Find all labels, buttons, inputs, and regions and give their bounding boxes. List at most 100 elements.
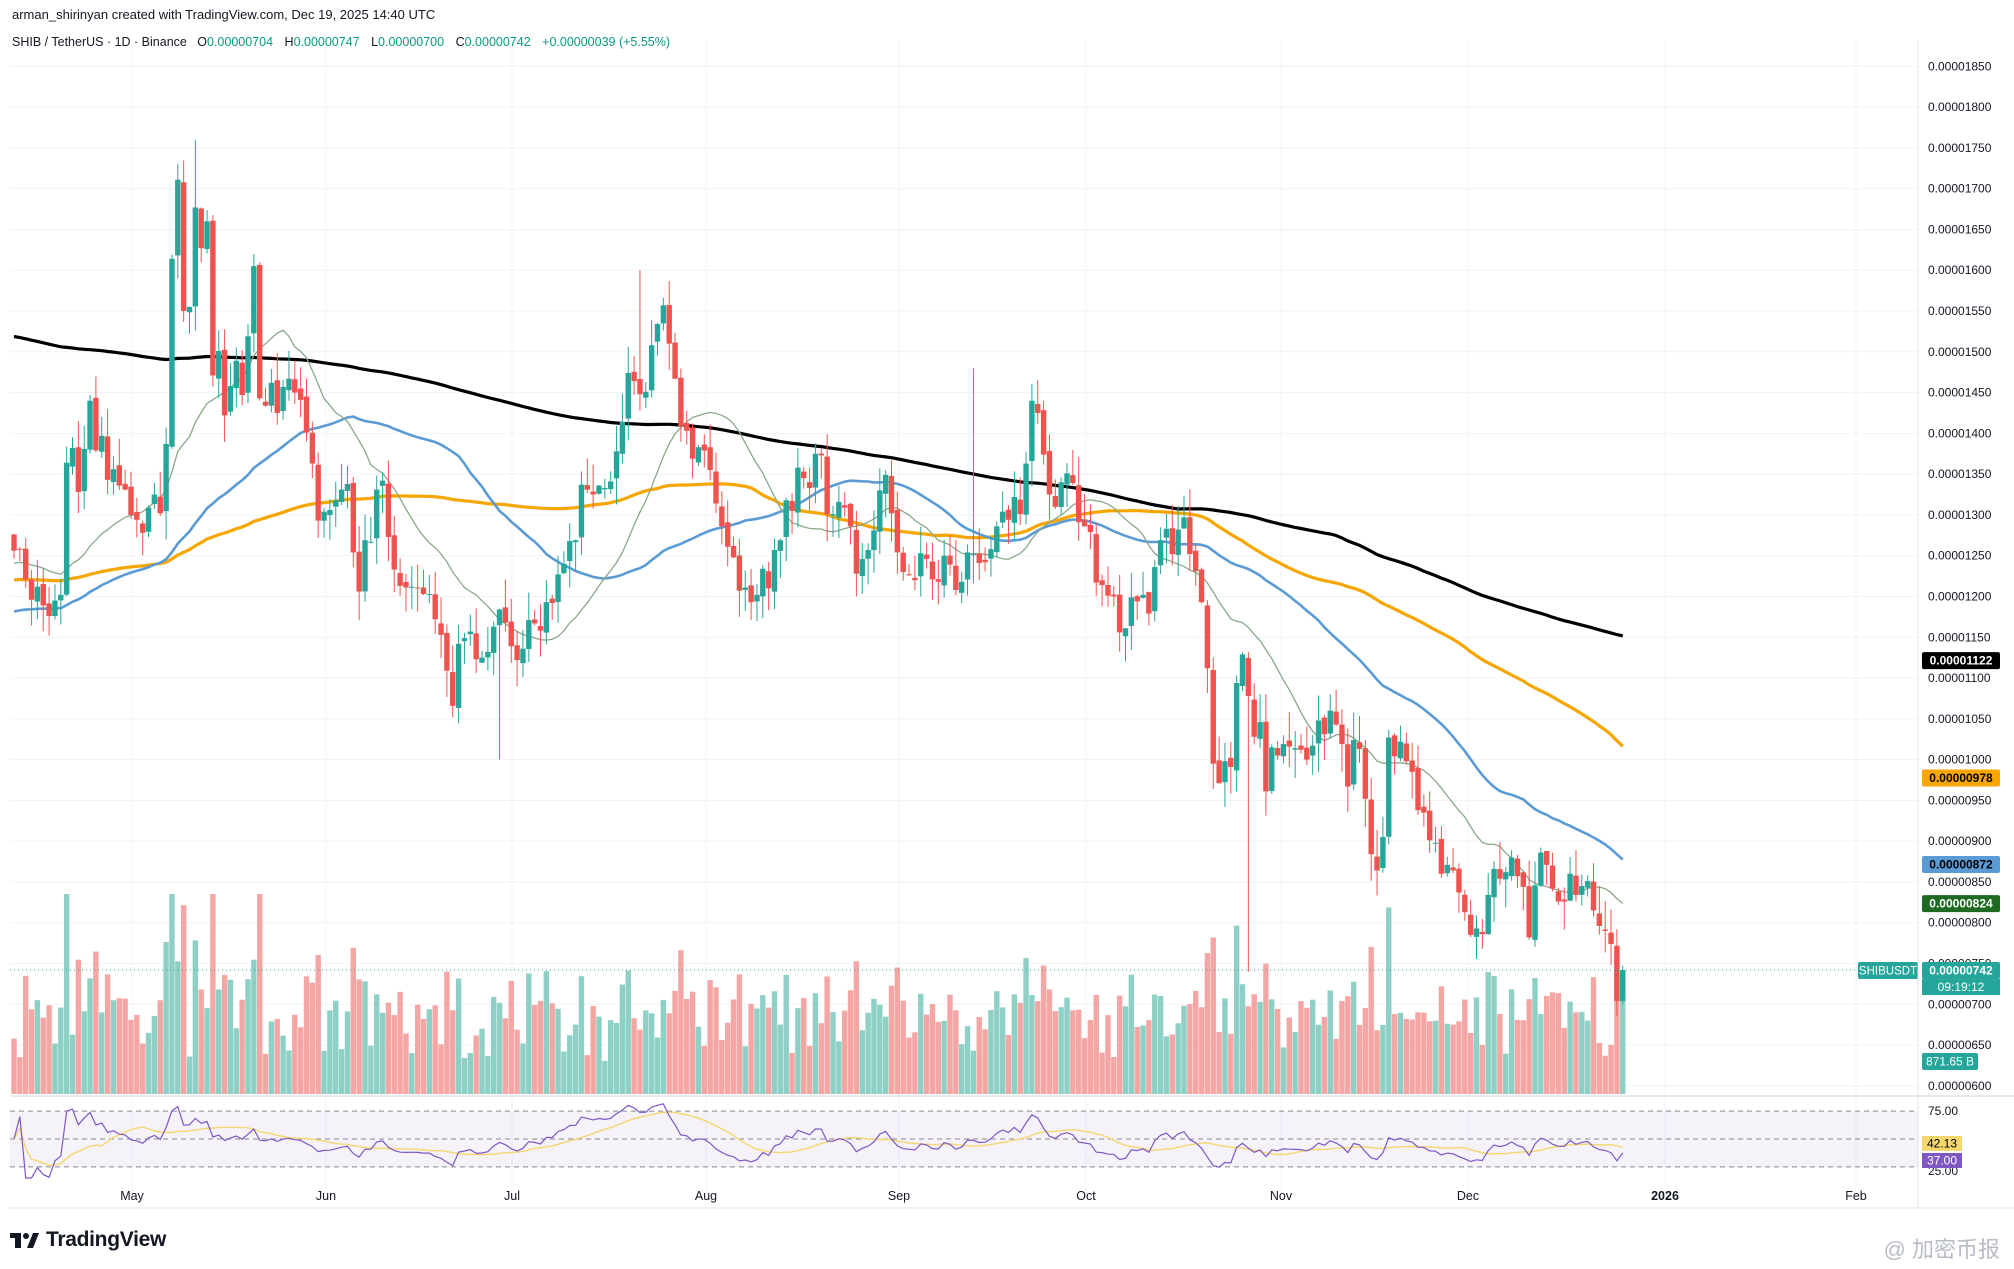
candle-body bbox=[888, 475, 895, 514]
candle-body bbox=[1146, 592, 1152, 614]
volume-bar bbox=[58, 1007, 64, 1094]
candle-body bbox=[216, 350, 222, 379]
candle-body bbox=[648, 345, 655, 391]
candle-body bbox=[906, 574, 912, 576]
time-tick-label: Jun bbox=[316, 1189, 336, 1203]
candle-body bbox=[414, 587, 421, 589]
candle-body bbox=[303, 396, 310, 433]
symbol-name[interactable]: SHIB / TetherUS · 1D · Binance bbox=[12, 35, 187, 49]
volume-bar bbox=[1070, 1010, 1076, 1094]
volume-tag-text: 871.65 B bbox=[1926, 1055, 1974, 1069]
volume-bar bbox=[584, 1055, 590, 1094]
candle-body bbox=[356, 551, 362, 592]
volume-bar bbox=[420, 1018, 427, 1094]
volume-bar bbox=[204, 1008, 210, 1094]
volume-bar bbox=[660, 999, 667, 1094]
candle-body bbox=[17, 548, 23, 550]
candle-body bbox=[707, 447, 713, 471]
candle-body bbox=[1005, 509, 1012, 520]
candle-body bbox=[660, 305, 667, 324]
volume-bar bbox=[1386, 907, 1392, 1094]
candle-body bbox=[1233, 682, 1240, 771]
volume-bar bbox=[1122, 1006, 1129, 1094]
candle-body bbox=[297, 388, 304, 400]
candle-body bbox=[1269, 747, 1275, 792]
volume-bar bbox=[789, 1052, 795, 1094]
price-tick-label: 0.00001600 bbox=[1928, 263, 1992, 277]
candle-body bbox=[87, 400, 93, 450]
candle-body bbox=[1526, 886, 1532, 938]
candle-body bbox=[379, 480, 386, 486]
candle-body bbox=[1274, 748, 1281, 756]
volume-bar bbox=[274, 1019, 280, 1094]
price-tick-label: 0.00001150 bbox=[1928, 630, 1991, 644]
volume-bar bbox=[1374, 1030, 1380, 1094]
volume-bar bbox=[450, 1010, 456, 1094]
candle-body bbox=[736, 555, 743, 591]
volume-bar bbox=[28, 1009, 35, 1094]
candle-body bbox=[1350, 740, 1357, 785]
tradingview-logo[interactable]: TradingView bbox=[10, 1228, 166, 1252]
volume-bar bbox=[169, 894, 175, 1094]
candle-body bbox=[116, 465, 122, 486]
candle-body bbox=[894, 509, 901, 553]
volume-bar bbox=[561, 1051, 567, 1094]
volume-bar bbox=[327, 1010, 333, 1094]
volume-bar bbox=[742, 1046, 748, 1094]
volume-bar bbox=[1304, 1007, 1310, 1094]
volume-bar bbox=[1590, 977, 1597, 1094]
volume-bar bbox=[964, 1026, 971, 1094]
volume-bar bbox=[17, 1057, 23, 1094]
volume-bar bbox=[1391, 1014, 1398, 1094]
candle-body bbox=[1339, 724, 1345, 745]
volume-bar bbox=[1350, 981, 1357, 1094]
candle-body bbox=[859, 558, 865, 576]
volume-bar bbox=[947, 994, 953, 1094]
candle-body bbox=[1573, 875, 1579, 895]
candle-body bbox=[450, 672, 456, 706]
candle-body bbox=[508, 621, 514, 647]
candle-body bbox=[251, 266, 257, 334]
candle-body bbox=[385, 483, 392, 537]
volume-bar bbox=[1046, 989, 1053, 1094]
time-tick-label: Jul bbox=[504, 1189, 520, 1203]
price-tick-label: 0.00000700 bbox=[1928, 997, 1992, 1011]
candle-body bbox=[473, 633, 479, 660]
volume-bar bbox=[777, 1024, 784, 1094]
candle-body bbox=[602, 487, 608, 490]
volume-bar bbox=[1333, 1038, 1339, 1094]
price-tick-label: 0.00001500 bbox=[1928, 345, 1992, 359]
volume-bar bbox=[461, 1057, 468, 1094]
time-tick-label: Sep bbox=[888, 1189, 910, 1203]
volume-bar bbox=[309, 982, 316, 1094]
candle-body bbox=[467, 631, 473, 635]
candle-body bbox=[877, 490, 883, 532]
volume-series bbox=[11, 894, 1626, 1094]
price-tick-label: 0.00001100 bbox=[1928, 671, 1991, 685]
candle-body bbox=[409, 586, 415, 588]
price-tick-label: 0.00000600 bbox=[1928, 1079, 1992, 1093]
candle-body bbox=[221, 349, 228, 416]
candle-body bbox=[169, 258, 175, 447]
price-tick-label: 0.00001200 bbox=[1928, 589, 1992, 603]
candle-body bbox=[1140, 594, 1146, 598]
volume-bar bbox=[1239, 984, 1246, 1094]
candle-body bbox=[145, 507, 152, 532]
candle-body bbox=[1579, 886, 1585, 895]
candle-body bbox=[1503, 872, 1509, 880]
candle-body bbox=[1076, 485, 1082, 523]
volume-bar bbox=[485, 1056, 491, 1094]
volume-bar bbox=[1473, 997, 1480, 1094]
ma-value-tag-green-text: 0.00000824 bbox=[1929, 897, 1993, 911]
volume-bar bbox=[40, 1017, 46, 1094]
ma-blue-line bbox=[13, 415, 1624, 861]
candle-body bbox=[1011, 496, 1018, 523]
volume-bar bbox=[52, 1043, 58, 1094]
ma-value-tag-black: 0.00001122 bbox=[1922, 652, 2000, 670]
volume-bar bbox=[1526, 999, 1532, 1094]
volume-bar bbox=[409, 1053, 415, 1094]
volume-bar bbox=[871, 998, 877, 1094]
volume-bar bbox=[1216, 1031, 1222, 1094]
volume-bar bbox=[151, 1015, 158, 1094]
